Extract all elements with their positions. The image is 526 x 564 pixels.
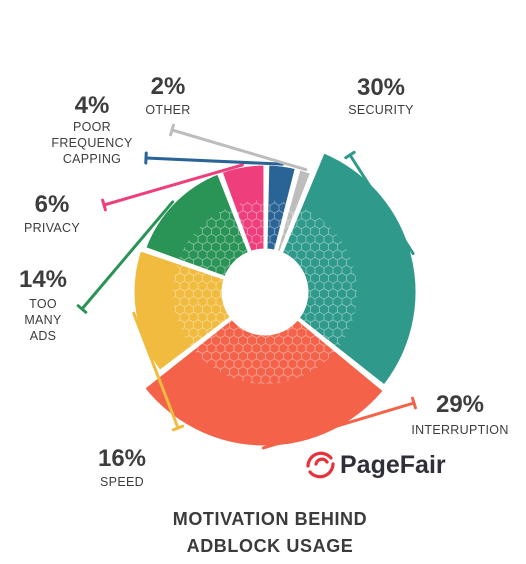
leader-cap-other xyxy=(169,123,175,137)
category-label-too-many-ads: MANY xyxy=(24,313,62,327)
leader-cap-speed xyxy=(171,424,185,432)
leader-cap-privacy xyxy=(101,198,107,212)
category-label-poor-frequency-capping: FREQUENCY xyxy=(51,136,133,150)
leader-cap-security xyxy=(344,150,356,160)
category-label-other: OTHER xyxy=(145,103,190,117)
category-label-privacy: PRIVACY xyxy=(24,221,80,235)
pagefair-logo-icon xyxy=(306,451,335,479)
category-label-poor-frequency-capping: POOR xyxy=(73,120,111,134)
donut-hole xyxy=(223,250,307,334)
leader-line-interruption xyxy=(261,401,416,450)
leader-cap-interruption xyxy=(411,396,417,410)
category-label-too-many-ads: ADS xyxy=(30,329,57,343)
leader-line-privacy xyxy=(102,163,244,207)
leader-line-too-many-ads xyxy=(80,200,175,311)
chart-title-line-1: MOTIVATION BEHIND xyxy=(173,509,368,529)
category-label-poor-frequency-capping: CAPPING xyxy=(63,152,121,166)
category-label-security: SECURITY xyxy=(348,103,414,117)
chart-title-line-2: ADBLOCK USAGE xyxy=(187,536,354,556)
slice-labels: 30% SECURITY 29% INTERRUPTION 16% SPEED 14% TOO… xyxy=(19,73,508,489)
leader-line-security xyxy=(348,153,415,256)
category-label-speed: SPEED xyxy=(100,475,144,489)
percent-label-security: 30% xyxy=(357,74,405,101)
leader-lines xyxy=(76,123,417,450)
leader-cap-too-many-ads xyxy=(76,304,88,314)
leader-line-poor-frequency-capping xyxy=(144,156,284,166)
brand-name-part2: Fair xyxy=(400,451,446,479)
category-label-interruption: INTERRUPTION xyxy=(411,423,508,437)
category-label-too-many-ads: TOO xyxy=(29,297,57,311)
percent-label-speed: 16% xyxy=(98,445,146,472)
brand-name-part1: Page xyxy=(340,451,400,479)
percent-label-poor-frequency-capping: 4% xyxy=(75,92,110,119)
percent-label-interruption: 29% xyxy=(436,391,484,418)
percent-label-other: 2% xyxy=(151,73,186,100)
pagefair-logo: PageFair xyxy=(306,451,446,479)
leader-line-speed xyxy=(132,311,180,430)
leader-line-other xyxy=(170,128,308,172)
svg-text:PageFair: PageFair xyxy=(340,451,446,479)
percent-label-privacy: 6% xyxy=(35,191,70,218)
percent-label-too-many-ads: 14% xyxy=(19,266,67,293)
